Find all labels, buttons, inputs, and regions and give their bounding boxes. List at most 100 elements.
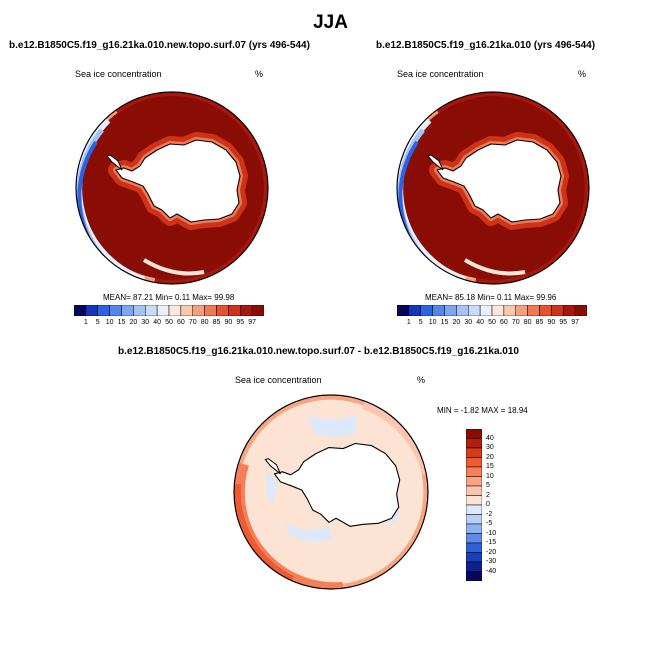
figure-title: JJA [313, 12, 348, 33]
colorbar-tick-label: 97 [248, 319, 257, 326]
colorbar-swatch [133, 305, 146, 316]
panel-2-stats: MEAN= 85.18 Min= 0.11 Max= 99.96 [425, 293, 557, 302]
colorbar-swatch [466, 514, 482, 525]
colorbar-tick-label: 80 [200, 319, 209, 326]
colorbar-tick-label: 5 [418, 319, 423, 326]
colorbar-swatch [444, 305, 457, 316]
antarctic-peninsula [106, 154, 123, 171]
colorbar-tick-label: 70 [188, 319, 197, 326]
panel-2-map [396, 91, 590, 285]
colorbar-swatch [85, 305, 98, 316]
colorbar-swatch [180, 305, 193, 316]
map2-field [397, 92, 589, 284]
colorbar-swatch [466, 504, 482, 515]
colorbar-swatch [145, 305, 158, 316]
colorbar-swatch [466, 561, 482, 572]
panel-1-variable-label: Sea ice concentration [75, 69, 162, 79]
colorbar-tick-label: 95 [559, 319, 568, 326]
colorbar-swatch [468, 305, 481, 316]
colorbar-swatch [466, 533, 482, 544]
panel-2-title: b.e12.B1850C5.f19_g16.21ka.010 (yrs 496-… [376, 40, 596, 51]
colorbar-tick-label: 80 [523, 319, 532, 326]
panel-2-colorbar-labels: 1 5 10 15 20 30 40 50 60 70 80 85 90 95 97 [397, 319, 587, 329]
colorbar-swatch [466, 485, 482, 496]
colorbar-tick-label: 10 [428, 319, 437, 326]
colorbar-swatch [466, 457, 482, 468]
northern-ice-edge [463, 258, 526, 276]
colorbar-tick-label: 50 [165, 319, 173, 326]
colorbar-swatch [466, 571, 482, 581]
colorbar-upper-end [575, 305, 587, 316]
antarctic-peninsula [427, 154, 444, 171]
colorbar-lower-end [397, 305, 409, 316]
colorbar-swatch [479, 305, 493, 316]
antarctica-landmass [273, 442, 401, 527]
colorbar-tick-label: 97 [571, 319, 580, 326]
colorbar-tick-label: 60 [499, 319, 508, 326]
colorbar-swatch [466, 466, 482, 477]
diff-negative-patch-north [306, 415, 358, 437]
colorbar-tick-label: 20 [486, 453, 494, 461]
colorbar-tick-label: -10 [486, 529, 497, 537]
colorbar-upper-end [252, 305, 264, 316]
colorbar-tick-label: 85 [535, 319, 544, 326]
colorbar-swatch [563, 305, 576, 316]
colorbar-swatch [466, 542, 482, 553]
colorbar-swatch [216, 305, 229, 316]
colorbar-tick-label: -5 [486, 520, 493, 527]
antarctic-peninsula [264, 458, 281, 475]
colorbar-swatch [466, 552, 482, 563]
panel-3-variable-label: Sea ice concentration [235, 375, 322, 385]
panel-3-title: b.e12.B1850C5.f19_g16.21ka.010.new.topo.… [118, 346, 519, 357]
panel-1-title: b.e12.B1850C5.f19_g16.21ka.010.new.topo.… [9, 40, 310, 51]
colorbar-swatch [551, 305, 564, 316]
panel-3-colorbar [466, 429, 482, 581]
panel-3-colorbar-labels: 40 30 20 15 10 5 2 0 -2 -5 -10 -15 -20 -30 -40 [486, 429, 516, 581]
colorbar-tick-label: 1 [83, 319, 88, 326]
colorbar-tick-label: 20 [452, 319, 461, 326]
colorbar-swatch [420, 305, 433, 316]
panel-1-colorbar [74, 305, 264, 316]
colorbar-swatch [466, 429, 482, 439]
colorbar-swatch [466, 476, 482, 487]
colorbar-tick-label: -30 [486, 558, 497, 565]
colorbar-tick-label: -2 [486, 510, 493, 518]
map-boundary [396, 91, 590, 285]
panel-1-colorbar-labels: 1 5 10 15 20 30 40 50 60 70 80 85 90 95 97 [74, 319, 264, 329]
colorbar-swatch [121, 305, 134, 316]
colorbar-tick-label: 10 [486, 472, 494, 480]
colorbar-tick-label: 5 [486, 482, 490, 489]
colorbar-tick-label: 15 [486, 463, 494, 470]
colorbar-tick-label: 20 [129, 319, 138, 326]
colorbar-swatch [491, 305, 505, 316]
panel-2-units-label: % [578, 69, 587, 79]
colorbar-tick-label: 1 [406, 319, 411, 326]
colorbar-tick-label: 70 [511, 319, 520, 326]
colorbar-tick-label: -20 [486, 548, 497, 556]
colorbar-swatch [204, 305, 217, 316]
colorbar-swatch [408, 305, 421, 316]
colorbar-swatch [466, 447, 482, 458]
panel-3-map [233, 394, 429, 590]
map-boundary [75, 91, 269, 285]
panel-3-stats: MIN = -1.82 MAX = 18.94 [437, 406, 528, 415]
colorbar-swatch [228, 305, 241, 316]
colorbar-swatch [456, 305, 469, 316]
colorbar-lower-end [74, 305, 86, 316]
panel-1-units-label: % [255, 69, 264, 79]
colorbar-tick-label: 50 [488, 319, 496, 326]
colorbar-tick-label: 5 [95, 319, 100, 326]
colorbar-swatch [109, 305, 122, 316]
colorbar-tick-label: 40 [153, 319, 162, 326]
panel-2-colorbar [397, 305, 587, 316]
antarctica-landmass [115, 139, 241, 223]
colorbar-tick-label: 0 [486, 501, 490, 508]
colorbar-tick-label: 30 [486, 444, 494, 451]
map-boundary [233, 394, 429, 590]
colorbar-swatch [503, 305, 516, 316]
diff-west-peak [234, 483, 294, 582]
panel-1-stats: MEAN= 87.21 Min= 0.11 Max= 99.98 [103, 293, 235, 302]
colorbar-tick-label: 40 [476, 319, 485, 326]
colorbar-tick-label: 60 [176, 319, 185, 326]
colorbar-swatch [539, 305, 552, 316]
